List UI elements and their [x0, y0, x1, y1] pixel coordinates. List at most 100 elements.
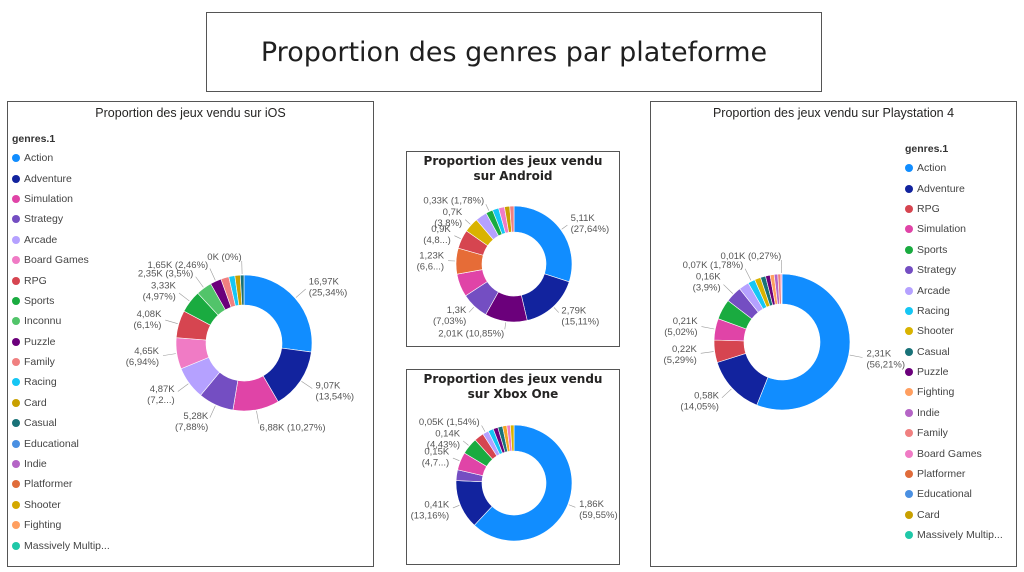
legend-item-label: Casual [917, 345, 950, 358]
donut-chart-playstation-4[interactable]: 2,31K (56,21%) 0,58K (14,05%) 0,22K (5,29%) 0,… [651, 102, 1018, 568]
donut-slice-ios[interactable] [239, 274, 245, 306]
legend-item-playstation-4[interactable]: Fighting [905, 382, 1003, 402]
chart-title-playstation-4: Proportion des jeux vendu sur Playstatio… [712, 106, 955, 120]
legend-item-ios[interactable]: RPG [12, 270, 110, 290]
data-label-leader-line [721, 388, 732, 399]
legend-item-playstation-4[interactable]: Family [905, 423, 1003, 443]
legend-item-label: Arcade [24, 233, 58, 246]
legend-item-label: Card [917, 508, 940, 521]
data-label-leader-line [462, 440, 469, 446]
data-label-android: 1,23K (6,6...) [417, 250, 445, 272]
legend-item-label: Racing [24, 376, 57, 389]
legend-item-playstation-4[interactable]: Arcade [905, 280, 1003, 300]
data-label-leader-line [504, 322, 507, 330]
legend-item-playstation-4[interactable]: Strategy [905, 260, 1003, 280]
data-label-leader-line [481, 425, 486, 432]
donut-chart-xbox-one[interactable]: 1,86K (59,55%)0,41K (13,16%)0,15K (4,7...)0… [407, 370, 621, 566]
legend-title-ios: genres.1 [12, 133, 56, 145]
legend-item-ios[interactable]: Shooter [12, 495, 110, 515]
legend-item-ios[interactable]: Racing [12, 372, 110, 392]
legend-item-playstation-4[interactable]: Card [905, 505, 1003, 525]
chart-panel-playstation-4[interactable]: Proportion des jeux vendu sur Playstatio… [650, 101, 1017, 567]
data-label-ios: 16,97K (25,34%) [309, 276, 348, 298]
legend-dot-icon [905, 408, 913, 417]
legend-item-label: Educational [917, 488, 972, 501]
legend-item-playstation-4[interactable]: Action [905, 158, 1003, 178]
legend-dot-icon [12, 194, 20, 203]
legend-item-ios[interactable]: Board Games [12, 250, 110, 270]
legend-item-label: Massively Multip... [24, 539, 110, 552]
legend-item-ios[interactable]: Action [12, 148, 110, 168]
donut-slice-playstation-4[interactable] [756, 273, 851, 411]
legend-item-playstation-4[interactable]: Indie [905, 403, 1003, 423]
data-label-xbox-one: 1,86K (59,55%) [579, 499, 618, 521]
legend-item-playstation-4[interactable]: Shooter [905, 321, 1003, 341]
legend-dot-icon [905, 368, 913, 377]
legend-item-ios[interactable]: Sports [12, 291, 110, 311]
legend-item-ios[interactable]: Strategy [12, 209, 110, 229]
legend-item-playstation-4[interactable]: Casual [905, 342, 1003, 362]
legend-item-label: Simulation [917, 223, 967, 236]
donut-slice-xbox-one[interactable] [510, 424, 515, 452]
data-label-leader-line [568, 504, 576, 508]
donut-chart-android[interactable]: 5,11K (27,64%) 2,79K (15,11%) 2,01K (10,85%)… [407, 152, 621, 348]
legend-item-label: Action [24, 152, 54, 165]
legend-item-label: Simulation [24, 192, 74, 205]
legend-item-label: Strategy [917, 264, 957, 277]
legend-item-playstation-4[interactable]: Racing [905, 301, 1003, 321]
legend-dot-icon [12, 256, 20, 265]
donut-slice-android[interactable] [513, 205, 573, 283]
legend-item-label: Family [24, 356, 55, 369]
legend-item-ios[interactable]: Indie [12, 454, 110, 474]
legend-item-playstation-4[interactable]: RPG [905, 199, 1003, 219]
data-label-android: 0,7K (3,8%) [434, 207, 463, 229]
data-label-ios: 1,65K (2,46%) [147, 260, 208, 271]
donut-slice-android[interactable] [509, 205, 515, 233]
legend-item-label: Educational [24, 437, 79, 450]
chart-panel-xbox-one[interactable]: Proportion des jeux vendu sur Xbox One 1… [406, 369, 620, 565]
data-label-android: 5,11K (27,64%) [571, 213, 610, 235]
legend-item-ios[interactable]: Family [12, 352, 110, 372]
donut-slice-xbox-one[interactable] [473, 424, 573, 542]
legend-item-playstation-4[interactable]: Board Games [905, 443, 1003, 463]
legend-item-playstation-4[interactable]: Platformer [905, 464, 1003, 484]
legend-item-playstation-4[interactable]: Adventure [905, 178, 1003, 198]
legend-item-ios[interactable]: Adventure [12, 168, 110, 188]
legend-item-playstation-4[interactable]: Sports [905, 240, 1003, 260]
data-label-leader-line [195, 276, 204, 288]
legend-item-ios[interactable]: Platformer [12, 474, 110, 494]
legend-item-ios[interactable]: Casual [12, 413, 110, 433]
legend-dot-icon [12, 521, 20, 530]
legend-item-ios[interactable]: Card [12, 393, 110, 413]
legend-item-label: Indie [917, 406, 940, 419]
legend-item-ios[interactable]: Educational [12, 433, 110, 453]
donut-chart-ios[interactable]: 16,97K (25,34%) 9,07K (13,54%) 6,88K (10,27%… [8, 102, 375, 568]
donut-slice-playstation-4[interactable] [780, 273, 783, 305]
legend-item-playstation-4[interactable]: Simulation [905, 219, 1003, 239]
legend-item-ios[interactable]: Massively Multip... [12, 535, 110, 555]
data-label-playstation-4: 0,21K (5,02%) [664, 316, 698, 338]
legend-item-label: Action [917, 162, 947, 175]
legend-dot-icon [905, 266, 913, 275]
legend-item-playstation-4[interactable]: Massively Multip... [905, 525, 1003, 545]
data-label-leader-line [700, 351, 714, 354]
legend-dot-icon [12, 378, 20, 387]
legend-item-playstation-4[interactable]: Puzzle [905, 362, 1003, 382]
legend-item-ios[interactable]: Arcade [12, 230, 110, 250]
legend-item-playstation-4[interactable]: Educational [905, 484, 1003, 504]
legend-item-ios[interactable]: Simulation [12, 189, 110, 209]
legend-dot-icon [12, 460, 20, 469]
legend-item-ios[interactable]: Puzzle [12, 332, 110, 352]
legend-dot-icon [905, 164, 913, 173]
legend-item-label: Casual [24, 417, 57, 430]
legend-item-ios[interactable]: Fighting [12, 515, 110, 535]
data-label-android: 0,9K (4,8...) [423, 224, 451, 246]
legend-dot-icon [12, 215, 20, 224]
data-label-playstation-4: 0,58K (14,05%) [680, 391, 719, 413]
chart-panel-ios[interactable]: Proportion des jeux vendu sur iOS genres… [7, 101, 374, 567]
data-label-leader-line [485, 204, 490, 211]
donut-slice-ios[interactable] [243, 274, 313, 353]
legend-item-ios[interactable]: Inconnu [12, 311, 110, 331]
legend-item-label: Shooter [917, 325, 954, 338]
chart-panel-android[interactable]: Proportion des jeux vendu sur Android 5,… [406, 151, 620, 347]
